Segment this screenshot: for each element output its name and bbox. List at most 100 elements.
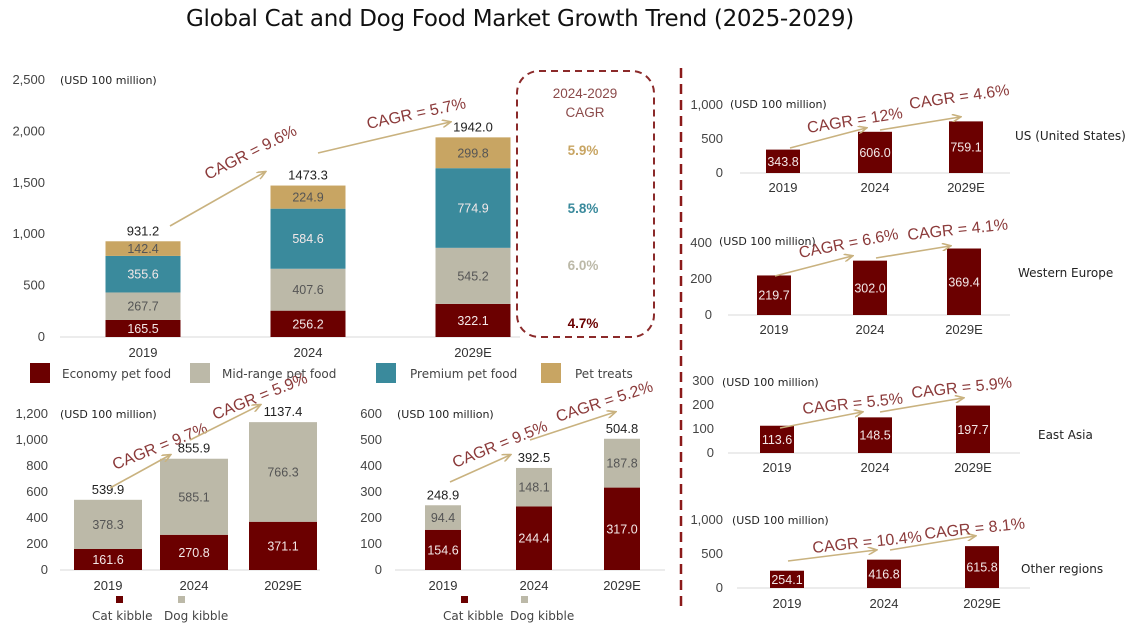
bar-value-label: 584.6 bbox=[292, 232, 323, 246]
chart-region-other: 0 500 1,000 (USD 100 million) 254.1 2019 416.8… bbox=[690, 512, 1103, 611]
y-tick-label: 100 bbox=[692, 421, 714, 436]
bar-value-label: 244.4 bbox=[518, 532, 549, 546]
bar-value-label: 165.5 bbox=[127, 322, 158, 336]
y-tick-label: 200 bbox=[690, 271, 712, 286]
bar-value-label: 113.6 bbox=[762, 433, 792, 447]
bar bbox=[965, 546, 999, 588]
bar-value-label: 378.3 bbox=[92, 518, 123, 532]
unit-label: (USD 100 million) bbox=[730, 98, 827, 111]
x-tick-label: 2024 bbox=[180, 578, 209, 593]
bar bbox=[947, 248, 981, 315]
bar bbox=[956, 405, 990, 453]
y-tick-label: 200 bbox=[692, 397, 714, 412]
bar-total-label: 1473.3 bbox=[288, 168, 328, 183]
y-tick-label: 800 bbox=[26, 458, 48, 473]
cagr-arrow bbox=[774, 256, 852, 277]
bar-total-label: 931.2 bbox=[127, 223, 160, 238]
x-tick-label: 2029E bbox=[945, 322, 983, 337]
y-tick-label: 500 bbox=[360, 432, 382, 447]
cagr-arrow bbox=[889, 536, 975, 551]
y-tick-label: 400 bbox=[26, 510, 48, 525]
y-tick-label: 0 bbox=[705, 307, 712, 322]
bar-value-label: 759.1 bbox=[950, 141, 981, 155]
y-tick-label: 500 bbox=[701, 131, 723, 146]
bar-segment-midrange bbox=[105, 292, 181, 320]
unit-label: (USD 100 million) bbox=[397, 408, 494, 421]
y-tick-label: 300 bbox=[360, 484, 382, 499]
bar-segment-premium bbox=[105, 255, 181, 293]
bar-segment-economy bbox=[435, 303, 511, 337]
x-tick-label: 2024 bbox=[861, 180, 890, 195]
chart-region-western-europe: 0 200 400 (USD 100 million) 219.7 2019 302.0 20… bbox=[690, 217, 1113, 337]
bar-total-label: 1137.4 bbox=[264, 404, 303, 419]
y-tick-label: 400 bbox=[360, 458, 382, 473]
bar-value-label: 302.0 bbox=[854, 281, 885, 295]
bar-segment-midrange bbox=[604, 438, 640, 488]
bar bbox=[858, 131, 892, 173]
cagr-label: CAGR = 4.6% bbox=[908, 82, 1010, 113]
bar-value-label: 774.9 bbox=[457, 202, 488, 216]
bar-value-label: 267.7 bbox=[127, 300, 158, 314]
bar-segment-midrange bbox=[249, 422, 317, 522]
y-tick-label: 0 bbox=[41, 562, 48, 577]
chart-title: Global Cat and Dog Food Market Growth Tr… bbox=[186, 6, 854, 32]
bar bbox=[949, 121, 983, 173]
bar-value-label: 256.2 bbox=[292, 317, 323, 331]
bar-segment-premium bbox=[270, 208, 346, 269]
y-tick-label: 1,500 bbox=[12, 175, 45, 190]
y-tick-label: 1,000 bbox=[12, 226, 45, 241]
bar-value-label: 148.1 bbox=[518, 481, 549, 495]
cagr-arrow bbox=[189, 405, 260, 441]
legend-swatch-midrange bbox=[190, 363, 210, 383]
cagr-arrow bbox=[109, 455, 170, 489]
bar-value-label: 369.4 bbox=[948, 275, 979, 289]
bar-value-label: 254.1 bbox=[771, 573, 802, 587]
cagr-label: CAGR = 8.1% bbox=[924, 516, 1026, 543]
legend-label: Economy pet food bbox=[62, 367, 171, 381]
cagr-label: CAGR = 5.2% bbox=[554, 378, 655, 425]
bar-value-label: 142.4 bbox=[127, 242, 158, 256]
legend-swatch-economy bbox=[461, 596, 468, 603]
cagr-arrow bbox=[779, 412, 862, 429]
bar-total-label: 248.9 bbox=[427, 487, 460, 502]
unit-label: (USD 100 million) bbox=[722, 376, 819, 389]
cagr-arrow bbox=[879, 117, 960, 131]
bar-value-label: 224.9 bbox=[292, 191, 323, 205]
x-tick-label: 2024 bbox=[520, 578, 549, 593]
y-tick-label: 0 bbox=[716, 580, 723, 595]
bar-segment-treats bbox=[270, 185, 346, 209]
unit-label: (USD 100 million) bbox=[719, 235, 816, 248]
cagr-arrow bbox=[449, 455, 510, 483]
legend-label: Premium pet food bbox=[410, 367, 517, 381]
y-tick-label: 1,000 bbox=[15, 432, 48, 447]
legend-swatch-economy bbox=[30, 363, 50, 383]
x-tick-label: 2029E bbox=[947, 180, 985, 195]
bar-value-label: 322.1 bbox=[457, 314, 488, 328]
bar-segment-economy bbox=[249, 521, 317, 570]
bar-total-label: 504.8 bbox=[606, 421, 639, 436]
bar-segment-economy bbox=[74, 548, 142, 570]
bar-value-label: 187.8 bbox=[606, 457, 637, 471]
legend-label: Pet treats bbox=[575, 367, 633, 381]
bar-value-label: 154.6 bbox=[427, 543, 458, 557]
x-tick-label: 2029E bbox=[954, 460, 992, 475]
bar bbox=[858, 417, 892, 453]
x-tick-label: 2024 bbox=[856, 322, 885, 337]
bar-total-label: 539.9 bbox=[92, 482, 125, 497]
bar-value-label: 355.6 bbox=[127, 268, 158, 282]
cagr-arrow bbox=[787, 550, 876, 562]
chart-kibble-right: 0 100 200 300 400 500 600 (USD 100 million) 154.… bbox=[360, 378, 665, 623]
legend-label: Dog kibble bbox=[164, 609, 228, 623]
bar-value-label: 545.2 bbox=[457, 269, 488, 283]
bar-segment-midrange bbox=[74, 499, 142, 549]
bar-segment-economy bbox=[604, 487, 640, 570]
bar-segment-midrange bbox=[160, 458, 228, 535]
cagr-arrow bbox=[879, 398, 963, 413]
y-tick-label: 200 bbox=[360, 510, 382, 525]
y-tick-label: 1,000 bbox=[690, 97, 723, 112]
cagr-arrow bbox=[169, 172, 265, 227]
bar bbox=[770, 570, 804, 588]
x-tick-label: 2024 bbox=[294, 345, 323, 360]
x-tick-label: 2019 bbox=[429, 578, 458, 593]
